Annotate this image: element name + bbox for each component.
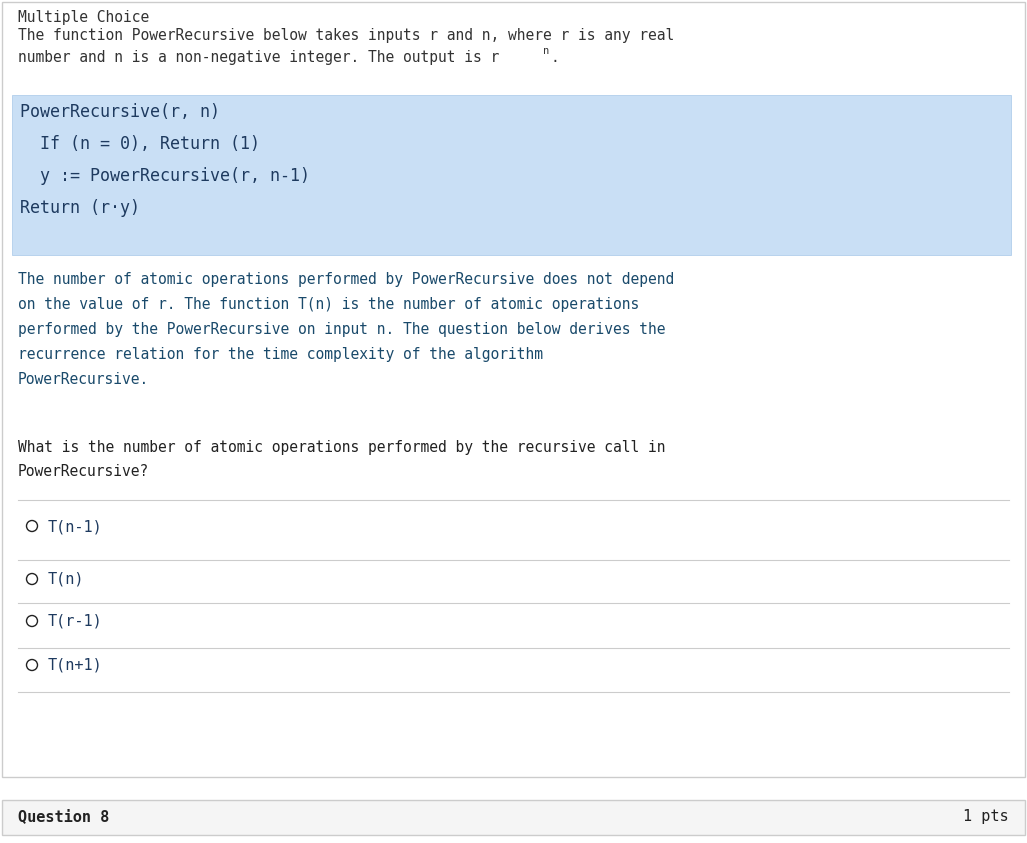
Text: Return (r·y): Return (r·y)	[20, 199, 140, 217]
Text: y := PowerRecursive(r, n-1): y := PowerRecursive(r, n-1)	[20, 167, 310, 185]
Text: number and n is a non-negative integer. The output is r: number and n is a non-negative integer. …	[18, 50, 499, 65]
Text: .: .	[551, 50, 560, 65]
Text: Multiple Choice: Multiple Choice	[18, 10, 149, 25]
Text: Question 8: Question 8	[18, 809, 109, 824]
Text: PowerRecursive?: PowerRecursive?	[18, 464, 149, 479]
Text: What is the number of atomic operations performed by the recursive call in: What is the number of atomic operations …	[18, 440, 665, 455]
Text: T(r-1): T(r-1)	[48, 614, 103, 629]
FancyBboxPatch shape	[12, 95, 1011, 255]
Text: T(n-1): T(n-1)	[48, 519, 103, 534]
Text: T(n): T(n)	[48, 572, 84, 587]
FancyBboxPatch shape	[2, 2, 1025, 777]
Text: recurrence relation for the time complexity of the algorithm: recurrence relation for the time complex…	[18, 347, 543, 362]
Text: PowerRecursive(r, n): PowerRecursive(r, n)	[20, 103, 220, 121]
Text: PowerRecursive.: PowerRecursive.	[18, 372, 149, 387]
Text: 1 pts: 1 pts	[963, 809, 1009, 824]
FancyBboxPatch shape	[2, 800, 1025, 835]
Text: The function PowerRecursive below takes inputs r and n, where r is any real: The function PowerRecursive below takes …	[18, 28, 675, 43]
Text: performed by the PowerRecursive on input n. The question below derives the: performed by the PowerRecursive on input…	[18, 322, 665, 337]
Text: n: n	[543, 46, 549, 56]
Text: on the value of r. The function T(n) is the number of atomic operations: on the value of r. The function T(n) is …	[18, 297, 639, 312]
Text: If (n = 0), Return (1): If (n = 0), Return (1)	[20, 135, 260, 153]
Text: T(n+1): T(n+1)	[48, 658, 103, 673]
Text: The number of atomic operations performed by PowerRecursive does not depend: The number of atomic operations performe…	[18, 272, 675, 287]
